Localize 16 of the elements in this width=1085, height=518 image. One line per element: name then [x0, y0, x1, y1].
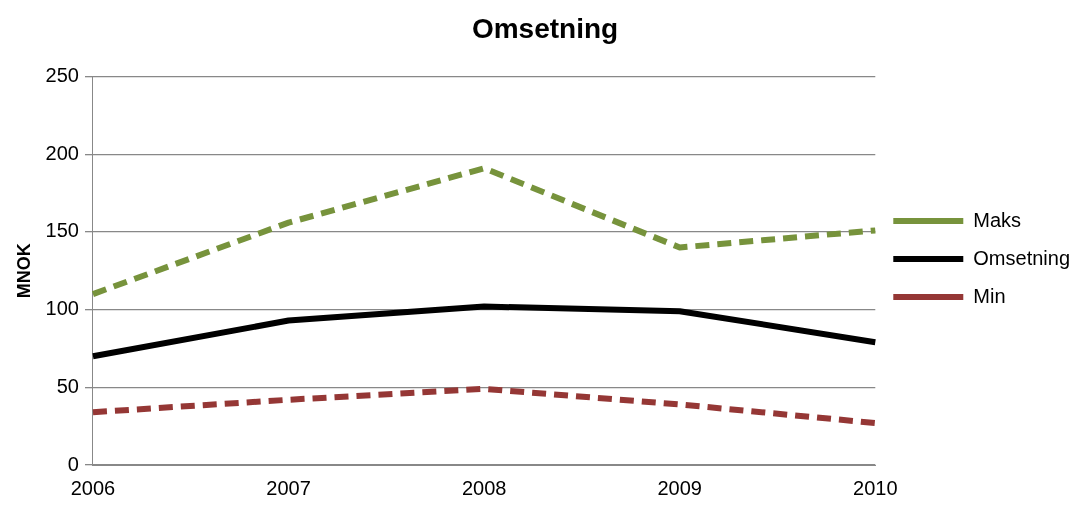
chart-title: Omsetning [471, 12, 619, 44]
legend-label: Min [973, 284, 1006, 307]
y-tick-label: 50 [56, 374, 79, 397]
x-tick-label: 2007 [266, 476, 311, 499]
legend-label: Maks [973, 208, 1022, 231]
x-tick-label: 2009 [657, 476, 702, 499]
y-tick-label: 0 [67, 452, 79, 475]
legend-label: Omsetning [973, 246, 1071, 269]
y-tick-label: 200 [45, 141, 79, 164]
x-tick-label: 2008 [461, 476, 507, 499]
x-tick-label: 2010 [853, 476, 898, 499]
y-tick-label: 100 [45, 297, 79, 320]
x-tick-label: 2006 [70, 476, 116, 499]
y-tick-label: 250 [45, 64, 79, 87]
y-tick-label: 150 [45, 219, 79, 242]
y-axis-title: MNOK [13, 243, 34, 299]
